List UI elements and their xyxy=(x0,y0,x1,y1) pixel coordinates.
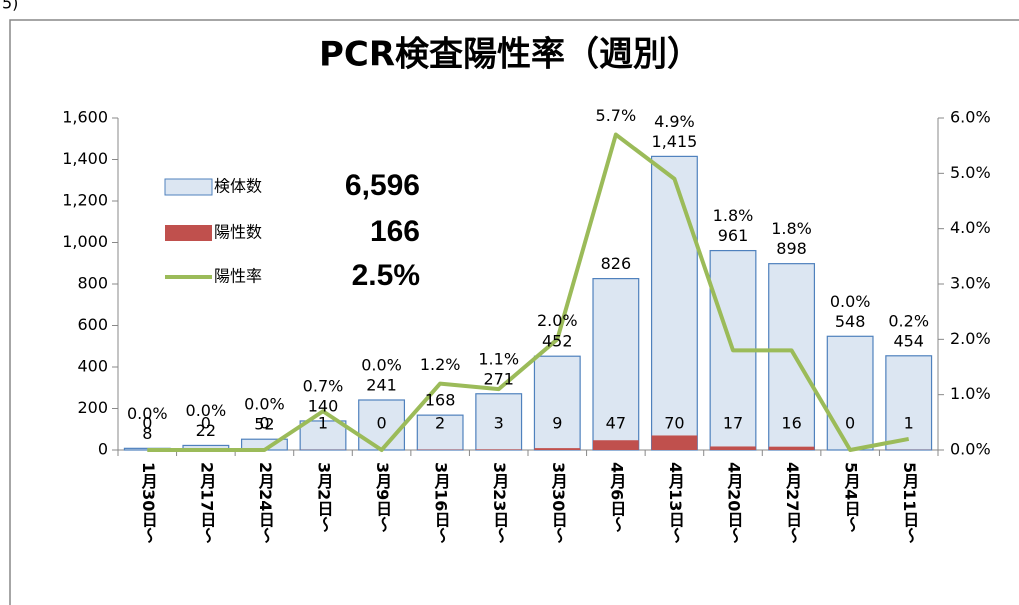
positive-label: 2 xyxy=(435,414,445,433)
rate-line xyxy=(147,132,910,452)
test-label: 52 xyxy=(254,415,274,434)
positive-label: 47 xyxy=(606,414,626,433)
rate-label: 0.0% xyxy=(127,404,168,423)
test-bar xyxy=(885,355,933,451)
positive-label: 16 xyxy=(781,414,801,433)
x-tick-label: 4月20日～ xyxy=(725,462,745,544)
positive-label: 3 xyxy=(494,414,504,433)
x-tick-label: 3月16日～ xyxy=(432,462,452,544)
y-tick-label: 1,000 xyxy=(62,232,108,251)
rate-label: 1.1% xyxy=(478,349,519,368)
positive-label: 0 xyxy=(845,414,855,433)
test-label: 961 xyxy=(718,226,749,245)
legend-swatch xyxy=(164,178,213,196)
x-tick-label: 5月11日～ xyxy=(900,462,920,544)
x-tick-label: 4月13日～ xyxy=(666,462,686,544)
positive-label: 70 xyxy=(664,414,684,433)
test-bar xyxy=(650,155,698,451)
x-tick-label: 2月24日～ xyxy=(256,462,276,544)
positive-bar xyxy=(651,435,698,450)
test-bar xyxy=(299,420,347,451)
y-tick-label: 1,200 xyxy=(62,191,108,210)
legend-label: 陽性数 xyxy=(214,223,262,242)
chart-title: PCR検査陽性率（週別） xyxy=(319,35,701,75)
legend-total: 2.5% xyxy=(352,259,420,292)
rate-label: 0.2% xyxy=(888,311,929,330)
test-label: 241 xyxy=(366,375,397,394)
test-label: 826 xyxy=(601,254,632,273)
test-bar xyxy=(533,355,581,451)
x-tick-label: 5月4日～ xyxy=(842,462,862,533)
y2-tick-label: 5.0% xyxy=(950,163,991,182)
y-tick-label: 600 xyxy=(77,315,108,334)
y-tick-label: 1,400 xyxy=(62,149,108,168)
y2-tick-label: 2.0% xyxy=(950,329,991,348)
positive-bar xyxy=(768,446,815,450)
y2-tick-label: 1.0% xyxy=(950,384,991,403)
x-tick-label: 1月30日～ xyxy=(139,462,159,544)
positive-label: 0 xyxy=(376,414,386,433)
test-label: 168 xyxy=(425,391,456,410)
y-tick-label: 0 xyxy=(98,440,108,459)
positive-bar xyxy=(710,446,756,450)
test-label: 454 xyxy=(893,331,924,350)
test-bar xyxy=(416,414,464,451)
positive-bar xyxy=(534,448,581,450)
x-tick-label: 3月9日～ xyxy=(373,462,393,533)
x-tick-label: 4月27日～ xyxy=(783,462,803,544)
x-tick-label: 3月23日～ xyxy=(490,462,510,544)
rate-label: 0.0% xyxy=(244,395,285,414)
x-tick-label: 3月30日～ xyxy=(549,462,569,544)
x-tick-label: 4月6日～ xyxy=(607,462,627,533)
test-bar xyxy=(826,335,874,451)
positive-bar xyxy=(593,440,639,450)
test-label: 548 xyxy=(835,312,866,331)
rate-label: 1.2% xyxy=(420,355,461,374)
positive-label: 0 xyxy=(201,414,211,433)
y-tick-label: 400 xyxy=(77,357,108,376)
test-label: 22 xyxy=(196,421,216,440)
positive-label: 0 xyxy=(142,414,152,433)
rate-label: 0.0% xyxy=(361,355,402,374)
legend-total: 6,596 xyxy=(345,169,420,202)
positive-bar xyxy=(475,449,522,450)
rate-label: 5.7% xyxy=(596,106,637,125)
test-label: 898 xyxy=(776,239,807,258)
test-label: 140 xyxy=(308,396,339,415)
rate-label: 0.7% xyxy=(303,376,344,395)
test-label: 1,415 xyxy=(652,132,698,151)
y2-tick-label: 3.0% xyxy=(950,274,991,293)
y2-tick-label: 0.0% xyxy=(950,440,991,459)
rate-label: 0.0% xyxy=(186,401,227,420)
rate-label: 1.8% xyxy=(713,206,754,225)
positive-label: 17 xyxy=(723,414,743,433)
y-tick-label: 1,600 xyxy=(62,108,108,127)
test-label: 271 xyxy=(483,369,514,388)
y2-tick-label: 6.0% xyxy=(950,108,991,127)
positive-label: 0 xyxy=(259,414,269,433)
test-bar xyxy=(592,278,640,451)
legend-swatch xyxy=(165,225,212,241)
test-bar xyxy=(768,263,816,451)
test-label: 452 xyxy=(542,332,573,351)
rate-label: 2.0% xyxy=(537,311,578,330)
chart-frame xyxy=(9,19,1019,605)
legend-label: 検体数 xyxy=(214,177,262,196)
rate-label: 0.0% xyxy=(830,292,871,311)
legend-total: 166 xyxy=(370,215,420,248)
y-tick-label: 800 xyxy=(77,274,108,293)
rate-label: 4.9% xyxy=(654,112,695,131)
y2-tick-label: 4.0% xyxy=(950,218,991,237)
legend-label: 陽性率 xyxy=(214,267,262,286)
y-tick-label: 200 xyxy=(77,398,108,417)
test-label: 8 xyxy=(142,424,152,443)
positive-label: 1 xyxy=(318,414,328,433)
corner-text: 5) xyxy=(2,0,18,13)
x-tick-label: 2月17日～ xyxy=(197,462,217,544)
positive-label: 9 xyxy=(552,414,562,433)
x-tick-label: 3月2日～ xyxy=(315,462,335,533)
positive-label: 1 xyxy=(904,414,914,433)
rate-label: 1.8% xyxy=(771,219,812,238)
